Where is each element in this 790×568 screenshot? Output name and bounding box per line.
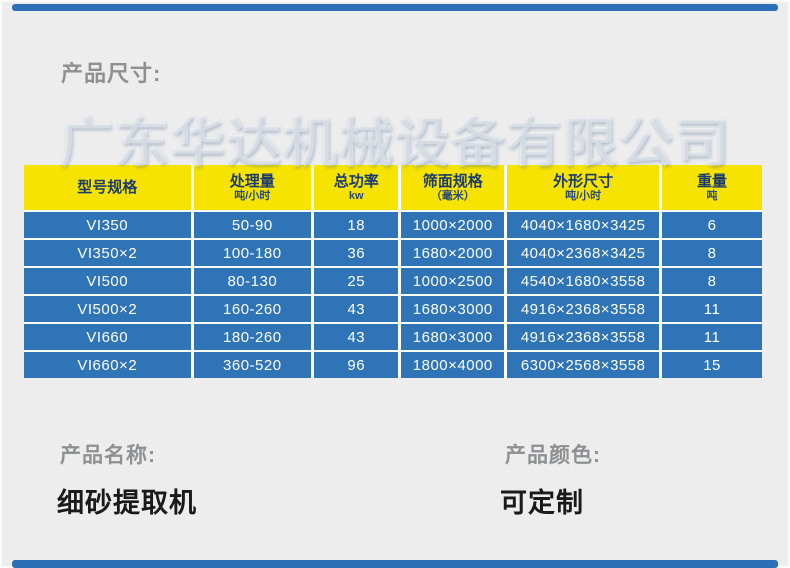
spec-header-cell: 重量吨 <box>662 165 762 210</box>
spec-cell: 360-520 <box>193 352 312 378</box>
spec-cell: 1000×2000 <box>401 212 505 238</box>
spec-cell: 80-130 <box>193 268 312 294</box>
spec-cell: 43 <box>314 324 399 350</box>
spec-header-subtitle: （毫米） <box>430 189 475 202</box>
spec-cell: 8 <box>662 268 762 294</box>
spec-cell: 15 <box>662 352 762 378</box>
spec-header-title: 重量 <box>697 172 728 190</box>
product-color-label: 产品颜色: <box>505 444 601 467</box>
top-accent-bar <box>12 4 778 11</box>
spec-cell: VI350 <box>24 212 191 238</box>
spec-cell: 96 <box>314 352 399 378</box>
spec-cell: VI500 <box>24 268 191 294</box>
spec-header-cell: 型号规格 <box>24 165 191 210</box>
spec-header-cell: 外形尺寸 吨/小时 <box>507 165 660 210</box>
spec-cell: 6 <box>662 212 762 238</box>
section-title-product-size: 产品尺寸: <box>61 61 162 86</box>
spec-header-subtitle: 吨/小时 <box>234 189 271 202</box>
spec-cell: 18 <box>314 212 399 238</box>
spec-header-title: 外形尺寸 <box>553 172 614 190</box>
product-name-value: 细砂提取机 <box>57 488 197 518</box>
spec-header-title: 总功率 <box>333 172 379 190</box>
spec-cell: 50-90 <box>193 212 312 238</box>
spec-cell: 4540×1680×3558 <box>507 268 660 294</box>
spec-header-cell: 总功率 kw <box>314 165 399 210</box>
spec-cell: 1680×3000 <box>401 324 505 350</box>
spec-header-subtitle: kw <box>348 189 364 202</box>
product-color-value: 可定制 <box>500 488 584 518</box>
spec-header-title: 筛面规格 <box>422 172 483 190</box>
spec-cell: VI350×2 <box>24 240 191 266</box>
bottom-accent-bar <box>12 560 778 568</box>
spec-cell: 11 <box>662 296 762 322</box>
spec-cell: 1680×3000 <box>401 296 505 322</box>
spec-cell: 1000×2500 <box>401 268 505 294</box>
spec-header-cell: 筛面规格 （毫米） <box>401 165 505 210</box>
spec-cell: 1800×4000 <box>401 352 505 378</box>
spec-cell: 4916×2368×3558 <box>507 324 660 350</box>
spec-cell: 8 <box>662 240 762 266</box>
spec-cell: VI660 <box>24 324 191 350</box>
spec-cell: 4916×2368×3558 <box>507 296 660 322</box>
spec-cell: VI500×2 <box>24 296 191 322</box>
spec-cell: 43 <box>314 296 399 322</box>
spec-cell: 6300×2568×3558 <box>507 352 660 378</box>
spec-header-subtitle: 吨 <box>706 189 718 202</box>
spec-header-title: 型号规格 <box>77 178 138 196</box>
spec-cell: 25 <box>314 268 399 294</box>
spec-cell: 160-260 <box>193 296 312 322</box>
spec-cell: 36 <box>314 240 399 266</box>
spec-cell: 4040×2368×3425 <box>507 240 660 266</box>
spec-cell: 11 <box>662 324 762 350</box>
spec-header-cell: 处理量 吨/小时 <box>193 165 312 210</box>
spec-cell: 180-260 <box>193 324 312 350</box>
spec-table: 型号规格 处理量 吨/小时 总功率 kw 筛面规格 （毫米） 外形尺寸 吨/小时 重量吨 VI350… <box>24 165 762 378</box>
spec-header-title: 处理量 <box>229 172 275 190</box>
product-name-label: 产品名称: <box>60 444 156 467</box>
spec-cell: 1680×2000 <box>401 240 505 266</box>
spec-cell: 4040×1680×3425 <box>507 212 660 238</box>
spec-header-subtitle: 吨/小时 <box>565 189 602 202</box>
spec-cell: VI660×2 <box>24 352 191 378</box>
spec-cell: 100-180 <box>193 240 312 266</box>
